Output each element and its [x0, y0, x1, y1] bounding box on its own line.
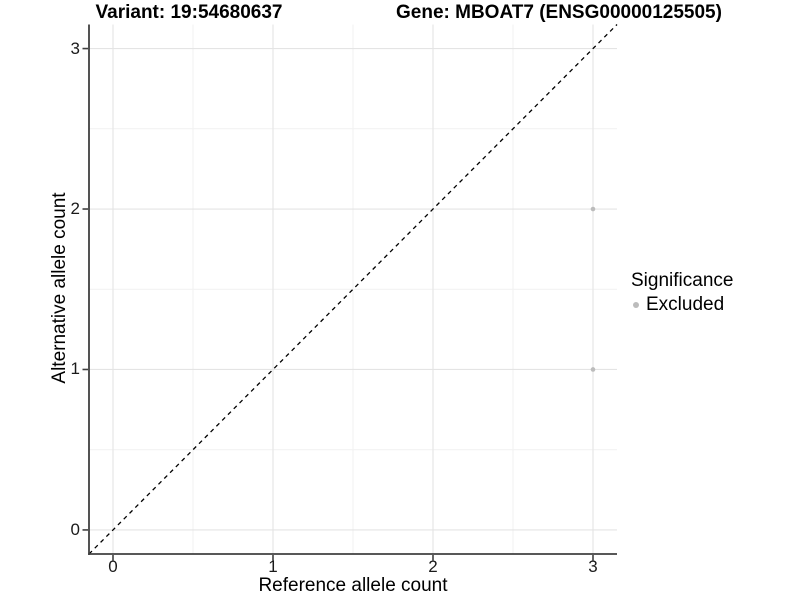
y-tick-label-0: 0	[70, 520, 80, 539]
plot-title-variant: Variant: 19:54680637	[95, 2, 283, 23]
legend: Significance Excluded	[631, 269, 796, 316]
x-tick-label-1: 1	[268, 557, 278, 576]
y-tick-label-2: 2	[70, 199, 80, 218]
x-tick-label-3: 3	[588, 557, 598, 576]
data-point	[590, 206, 596, 212]
data-point	[590, 367, 596, 372]
legend-point-icon	[633, 302, 639, 308]
legend-title: Significance	[631, 270, 734, 291]
x-axis-label: Reference allele count	[258, 575, 448, 596]
x-tick-label-0: 0	[108, 557, 118, 576]
identity-line	[88, 24, 618, 555]
legend-item-label: Excluded	[646, 294, 725, 315]
x-tick-label-2: 2	[428, 557, 438, 576]
plot-title-gene: Gene: MBOAT7 (ENSG00000125505)	[396, 2, 722, 23]
y-axis-label: Alternative allele count	[49, 192, 70, 384]
legend-item-excluded: Excluded	[631, 294, 796, 316]
y-tick-label-3: 3	[70, 39, 80, 58]
y-tick-label-1: 1	[70, 359, 80, 378]
